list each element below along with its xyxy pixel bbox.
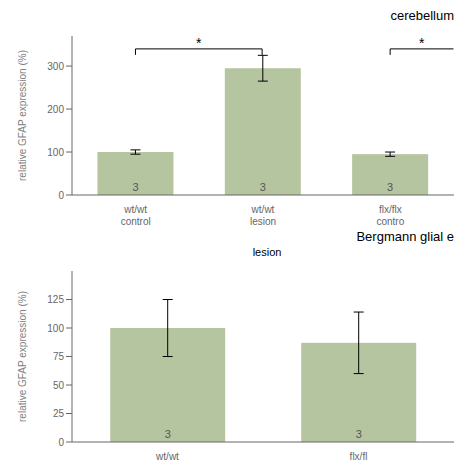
svg-text:3: 3 xyxy=(260,181,266,193)
svg-text:relative GFAP expression (%): relative GFAP expression (%) xyxy=(17,50,28,181)
svg-text:*: * xyxy=(196,35,202,51)
svg-text:25: 25 xyxy=(53,408,65,419)
svg-text:125: 125 xyxy=(47,294,64,305)
svg-text:3: 3 xyxy=(387,181,393,193)
html-text:Bergmann glial e: Bergmann glial e xyxy=(356,229,454,244)
svg-text:75: 75 xyxy=(53,351,65,362)
svg-text:0: 0 xyxy=(58,437,64,448)
svg-text:*: * xyxy=(419,35,425,51)
svg-text:3: 3 xyxy=(165,428,171,440)
svg-text:3: 3 xyxy=(132,181,138,193)
svg-text:flx/fl: flx/fl xyxy=(350,451,368,462)
svg-text:wt/wt: wt/wt xyxy=(155,451,179,462)
html-text:cerebellum: cerebellum xyxy=(390,8,454,23)
svg-text:0: 0 xyxy=(58,190,64,201)
svg-text:wt/wtcontrol: wt/wtcontrol xyxy=(121,204,151,227)
html-text:lesion: lesion xyxy=(252,246,282,258)
svg-text:200: 200 xyxy=(47,104,64,115)
svg-text:flx/flxcontro: flx/flxcontro xyxy=(376,204,404,227)
svg-text:wt/wtlesion: wt/wtlesion xyxy=(250,204,276,227)
svg-text:relative GFAP expression (%): relative GFAP expression (%) xyxy=(17,291,28,422)
svg-text:50: 50 xyxy=(53,380,65,391)
svg-text:100: 100 xyxy=(47,147,64,158)
svg-text:3: 3 xyxy=(356,428,362,440)
svg-text:100: 100 xyxy=(47,323,64,334)
svg-text:300: 300 xyxy=(47,61,64,72)
